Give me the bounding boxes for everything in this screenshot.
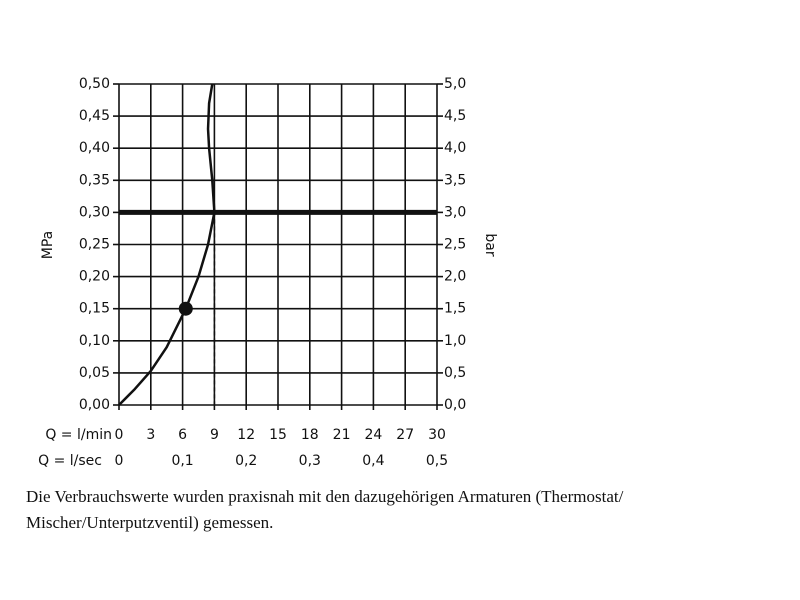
x-axis-title: Q = l/min [45,427,112,443]
y-axis-title: MPa [40,231,56,259]
y-tick-label: 0,30 [79,204,110,220]
y2-tick-label: 0,5 [444,365,466,381]
curve [118,83,216,406]
x-tick-label: 0 [115,427,124,443]
y-tick-label: 0,40 [79,140,110,156]
x2-tick-label: 0,5 [426,453,448,469]
y2-tick-label: 2,5 [444,237,466,253]
y-tick-label: 0,15 [79,301,110,317]
x-tick-label: 27 [396,427,414,443]
x2-tick-label: 0,2 [235,453,257,469]
operating-point [178,301,193,316]
x-tick-label: 30 [428,427,446,443]
x-tick-label: 24 [364,427,382,443]
x-tick-label: 9 [210,427,219,443]
x2-tick-label: 0 [115,453,124,469]
y2-tick-label: 3,0 [444,204,466,220]
x-tick-label: 12 [237,427,255,443]
y2-tick-label: 0,0 [444,397,466,413]
y-tick-label: 0,10 [79,333,110,349]
y-tick-label: 0,20 [79,269,110,285]
x-tick-label: 18 [301,427,319,443]
y-tick-label: 0,50 [79,76,110,92]
y2-tick-label: 2,0 [444,269,466,285]
y-tick-label: 0,25 [79,237,110,253]
x-tick-label: 3 [146,427,155,443]
y2-axis-title: bar [482,233,498,256]
y2-tick-label: 3,5 [444,172,466,188]
y-tick-label: 0,45 [79,108,110,124]
x2-tick-label: 0,3 [299,453,321,469]
x2-tick-label: 0,4 [362,453,384,469]
caption: Mischer/Unterputzventil) gemessen. [26,513,273,532]
y2-tick-label: 1,5 [444,301,466,317]
y-tick-label: 0,00 [79,397,110,413]
x2-axis-title: Q = l/sec [38,453,102,469]
y2-tick-label: 1,0 [444,333,466,349]
caption: Die Verbrauchswerte wurden praxisnah mit… [26,487,624,506]
x-tick-label: 21 [333,427,351,443]
y-tick-label: 0,05 [79,365,110,381]
y-tick-label: 0,35 [79,172,110,188]
y2-tick-label: 5,0 [444,76,466,92]
y2-tick-label: 4,0 [444,140,466,156]
y2-tick-label: 4,5 [444,108,466,124]
x-tick-label: 15 [269,427,287,443]
x-tick-label: 6 [178,427,187,443]
x2-tick-label: 0,1 [171,453,193,469]
